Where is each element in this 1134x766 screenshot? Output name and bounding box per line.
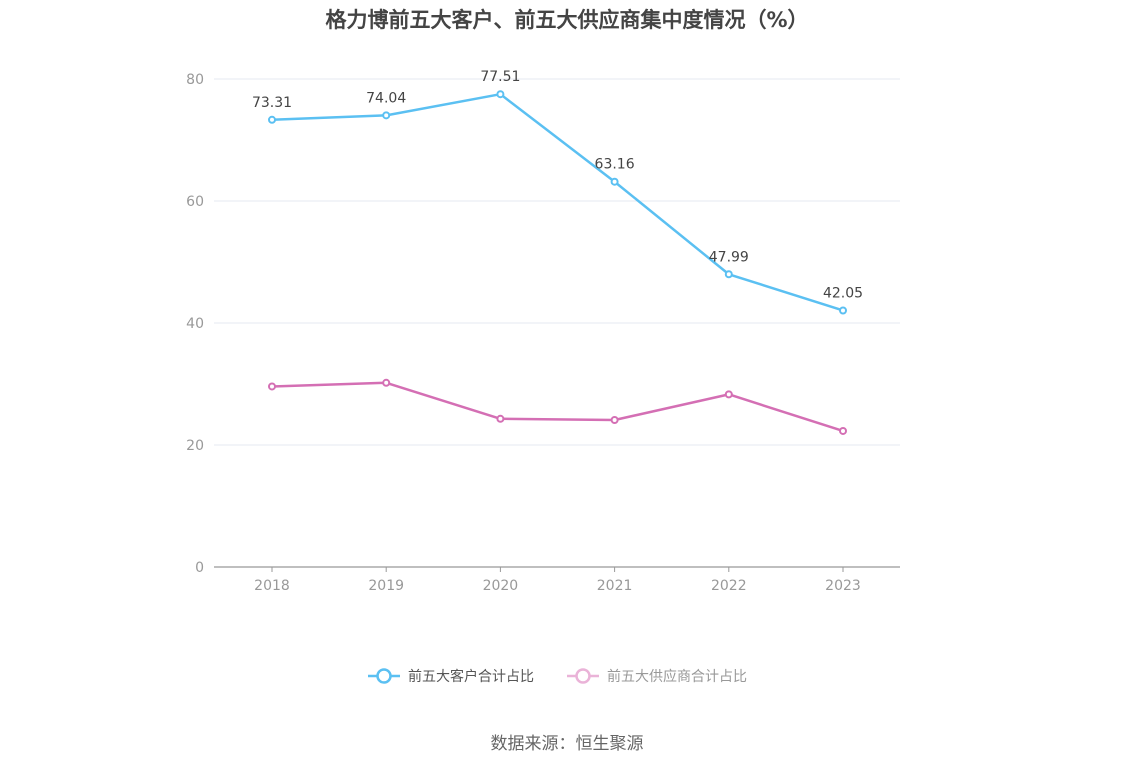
y-tick-label: 40	[186, 316, 204, 332]
data-label: 47.99	[709, 249, 749, 265]
data-point[interactable]	[724, 390, 733, 399]
data-point[interactable]	[496, 414, 505, 423]
series-line	[271, 381, 844, 433]
data-label: 42.05	[823, 285, 863, 301]
data-label: 74.04	[366, 90, 406, 106]
x-tick-label: 2020	[483, 578, 519, 594]
y-tick-label: 0	[195, 560, 204, 576]
data-point[interactable]	[839, 306, 847, 315]
data-label: 77.51	[480, 69, 520, 85]
y-axis: 0 20 40 60 80	[186, 72, 204, 576]
legend-item-2[interactable]: 前五大供应商合计占比	[567, 668, 747, 685]
data-point[interactable]	[382, 111, 391, 120]
x-axis: 2018 2019 2020 2021 2022 2023	[214, 566, 900, 594]
data-label: 63.16	[595, 157, 635, 173]
chart-title: 格力博前五大客户、前五大供应商集中度情况（%）	[325, 8, 809, 32]
series-lines: 73.31 74.04 77.51 63.16 47.99 42.05	[252, 69, 863, 435]
legend-label: 前五大客户合计占比	[408, 668, 534, 685]
data-source: 数据来源：恒生聚源	[490, 734, 644, 754]
legend[interactable]: 前五大客户合计占比 前五大供应商合计占比	[368, 668, 747, 685]
x-tick-label: 2022	[711, 578, 747, 594]
legend-marker-icon	[376, 668, 392, 684]
data-point[interactable]	[724, 270, 733, 279]
legend-marker-icon	[575, 668, 591, 684]
data-point[interactable]	[496, 90, 505, 99]
data-point[interactable]	[268, 382, 276, 391]
data-point[interactable]	[839, 426, 847, 435]
y-tick-label: 80	[186, 72, 204, 88]
data-label: 73.31	[252, 95, 292, 111]
grid-lines	[214, 78, 900, 446]
data-point[interactable]	[268, 115, 276, 124]
y-tick-label: 20	[186, 438, 204, 454]
data-point[interactable]	[610, 415, 619, 424]
series-2	[268, 378, 847, 435]
data-point[interactable]	[382, 378, 391, 387]
data-point[interactable]	[610, 177, 619, 186]
series-1: 73.31 74.04 77.51 63.16 47.99 42.05	[252, 69, 863, 315]
x-tick-label: 2019	[368, 578, 404, 594]
x-tick-label: 2021	[597, 578, 633, 594]
legend-item-1[interactable]: 前五大客户合计占比	[368, 668, 534, 685]
legend-label: 前五大供应商合计占比	[607, 668, 747, 685]
x-tick-label: 2023	[825, 578, 861, 594]
y-tick-label: 60	[186, 194, 204, 210]
x-tick-label: 2018	[254, 578, 290, 594]
series-line	[271, 92, 844, 312]
